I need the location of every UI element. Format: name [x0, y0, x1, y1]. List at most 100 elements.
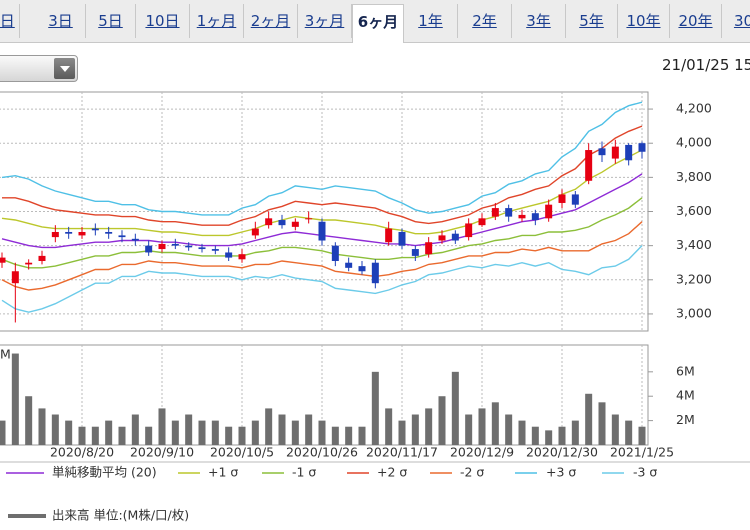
legend-label: -3 σ: [633, 465, 657, 480]
volume-bar: [118, 426, 126, 445]
y-tick-label: 3,400: [676, 237, 712, 252]
legend-label: -1 σ: [292, 465, 316, 480]
period-tab[interactable]: 5年: [566, 4, 618, 38]
candle-body: [478, 218, 486, 226]
candle-body: [278, 220, 286, 226]
volume-bar: [531, 426, 539, 445]
volume-bar: [185, 414, 193, 445]
volume-bar: [331, 426, 339, 445]
legend-label: +1 σ: [208, 465, 238, 480]
volume-bar: [571, 420, 579, 445]
period-tab[interactable]: 10年: [618, 4, 670, 38]
volume-bar: [38, 408, 46, 445]
candle-body: [185, 245, 193, 248]
period-tab[interactable]: 30: [722, 4, 750, 38]
x-tick-label: 2020/9/10: [130, 445, 194, 460]
candle-body: [465, 223, 473, 238]
volume-bar: [265, 408, 273, 445]
y-tick-label: 3,200: [676, 271, 712, 286]
candle-body: [171, 243, 179, 246]
candle-body: [625, 144, 633, 161]
candle-body: [598, 148, 606, 156]
volume-unit: M: [0, 347, 11, 362]
candle-body: [425, 242, 433, 255]
volume-bar: [545, 430, 553, 445]
band-line: [1, 221, 643, 291]
legend-label: +3 σ: [546, 465, 576, 480]
period-tab[interactable]: 5日: [86, 4, 136, 38]
volume-bar: [491, 402, 499, 445]
period-tab[interactable]: 10日: [136, 4, 190, 38]
x-tick-label: 2020/8/20: [50, 445, 114, 460]
timestamp: 21/01/25 15: [662, 56, 750, 74]
candle-body: [11, 271, 19, 284]
volume-bar: [625, 420, 633, 445]
volume-bar: [105, 420, 113, 445]
period-tab[interactable]: 1ヶ月: [190, 4, 244, 38]
volume-bar: [358, 426, 366, 445]
candle-body: [118, 235, 126, 238]
candle-body: [638, 143, 646, 152]
y-tick-label: 3,600: [676, 203, 712, 218]
candle-body: [51, 231, 59, 238]
candle-body: [518, 214, 526, 219]
x-tick-label: 2020/10/5: [210, 445, 274, 460]
volume-bar: [11, 353, 19, 445]
candle-body: [545, 204, 553, 219]
volume-bar: [51, 414, 59, 445]
candle-body: [65, 231, 73, 234]
volume-bar: [225, 426, 233, 445]
volume-bar: [345, 426, 353, 445]
period-tab[interactable]: 1年: [404, 4, 458, 38]
period-tab[interactable]: 3日: [36, 4, 86, 38]
period-tab[interactable]: 2年: [458, 4, 512, 38]
volume-bar: [158, 408, 166, 445]
volume-bar: [398, 420, 406, 445]
volume-bar: [78, 426, 86, 445]
volume-bar: [318, 420, 326, 445]
candle-body: [251, 228, 259, 236]
volume-bar: [65, 420, 73, 445]
y-tick-label: 2M: [676, 412, 695, 427]
candle-body: [571, 194, 579, 205]
x-tick-label: 2020/11/17: [366, 445, 438, 460]
y-tick-label: 4,200: [676, 101, 712, 116]
dropdown-button[interactable]: [54, 58, 75, 79]
period-tab[interactable]: 2日: [0, 4, 20, 38]
volume-bar: [585, 393, 593, 445]
volume-bar: [505, 414, 513, 445]
candle-body: [531, 213, 539, 221]
y-tick-label: 4,000: [676, 135, 712, 150]
candle-body: [291, 221, 299, 227]
period-tab[interactable]: 3年: [512, 4, 566, 38]
band-line: [1, 245, 643, 313]
volume-bar: [371, 371, 379, 445]
candle-body: [345, 262, 353, 268]
candle-body: [25, 262, 33, 265]
period-tab[interactable]: 6ヶ月: [352, 4, 404, 43]
candle-body: [225, 252, 233, 258]
legend-label: 単純移動平均 (20): [52, 465, 157, 480]
volume-bar: [425, 408, 433, 445]
period-tab[interactable]: 3ヶ月: [298, 4, 352, 38]
dropdown[interactable]: [0, 55, 78, 82]
candle-body: [611, 146, 619, 159]
y-tick-label: 6M: [676, 363, 695, 378]
volume-bar: [278, 414, 286, 445]
volume-bar: [598, 402, 606, 445]
band-line: [2, 125, 643, 226]
candle-body: [91, 228, 99, 231]
period-tab[interactable]: 2ヶ月: [244, 4, 298, 38]
volume-bar: [251, 420, 259, 445]
legend-label: -2 σ: [460, 465, 484, 480]
candle-body: [505, 208, 513, 217]
candle-body: [438, 235, 446, 241]
volume-bar: [451, 371, 459, 445]
volume-bar: [411, 414, 419, 445]
period-tab[interactable]: 20年: [670, 4, 722, 38]
legend-label: +2 σ: [377, 465, 407, 480]
